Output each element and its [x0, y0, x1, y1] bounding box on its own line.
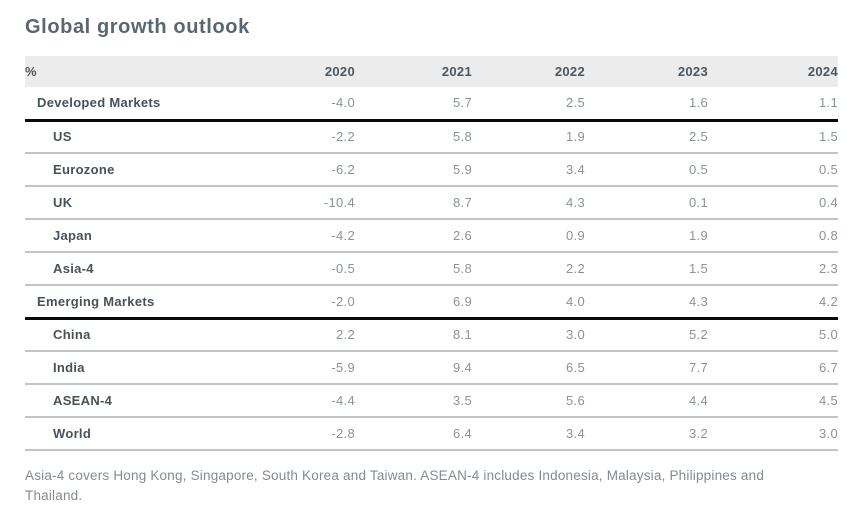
year-header-2021: 2021 — [441, 64, 472, 79]
table-row: Japan -4.2 2.6 0.9 1.9 0.8 — [25, 219, 838, 253]
table-row: China 2.2 8.1 3.0 5.2 5.0 — [25, 318, 838, 352]
value-cell: 4.5 — [708, 384, 838, 418]
table-body: Developed Markets -4.0 5.7 2.5 1.6 1.1 US -2… — [25, 87, 838, 451]
value-cell: 4.0 — [472, 285, 585, 320]
table-row: Emerging Markets -2.0 6.9 4.0 4.3 4.2 — [25, 285, 838, 320]
value-cell: 1.9 — [472, 120, 585, 154]
value-cell: 8.1 — [355, 318, 472, 352]
value-cell: 5.8 — [355, 120, 472, 154]
page-title: Global growth outlook — [25, 16, 250, 38]
value-cell: 0.8 — [708, 219, 838, 253]
report-figure: Global growth outlook % 2020 2021 2022 2… — [25, 16, 838, 504]
value-cell: 1.6 — [585, 87, 708, 122]
value-cell: 2.6 — [355, 219, 472, 253]
row-label: ASEAN-4 — [25, 384, 255, 418]
value-cell: -2.8 — [255, 417, 355, 451]
value-cell: 0.9 — [472, 219, 585, 253]
value-cell: -2.0 — [255, 285, 355, 320]
value-cell: 1.1 — [708, 87, 838, 122]
value-cell: 0.5 — [708, 153, 838, 187]
value-cell: 3.0 — [472, 318, 585, 352]
value-cell: -10.4 — [255, 186, 355, 220]
row-label: China — [25, 318, 255, 352]
value-cell: 0.5 — [585, 153, 708, 187]
year-header-2020: 2020 — [324, 64, 355, 79]
row-label: India — [25, 351, 255, 385]
row-label: Developed Markets — [25, 87, 255, 122]
value-cell: 3.4 — [472, 417, 585, 451]
value-cell: 3.4 — [472, 153, 585, 187]
value-cell: 5.6 — [472, 384, 585, 418]
year-header-2024: 2024 — [807, 64, 838, 79]
value-cell: 5.8 — [355, 252, 472, 286]
row-label: US — [25, 120, 255, 154]
value-cell: 0.4 — [708, 186, 838, 220]
value-cell: 6.4 — [355, 417, 472, 451]
table-row: Asia-4 -0.5 5.8 2.2 1.5 2.3 — [25, 252, 838, 286]
table-row: ASEAN-4 -4.4 3.5 5.6 4.4 4.5 — [25, 384, 838, 418]
value-cell: 6.9 — [355, 285, 472, 320]
value-cell: 9.4 — [355, 351, 472, 385]
value-cell: -4.2 — [255, 219, 355, 253]
value-cell: 4.2 — [708, 285, 838, 320]
value-cell: -0.5 — [255, 252, 355, 286]
value-cell: -6.2 — [255, 153, 355, 187]
row-label: Emerging Markets — [25, 285, 255, 320]
year-header-2022: 2022 — [554, 64, 585, 79]
table-row: US -2.2 5.8 1.9 2.5 1.5 — [25, 120, 838, 154]
row-label: UK — [25, 186, 255, 220]
row-label: World — [25, 417, 255, 451]
value-cell: 4.3 — [472, 186, 585, 220]
value-cell: 3.0 — [708, 417, 838, 451]
value-cell: 6.5 — [472, 351, 585, 385]
value-cell: 8.7 — [355, 186, 472, 220]
value-cell: 0.1 — [585, 186, 708, 220]
value-cell: 2.5 — [585, 120, 708, 154]
row-label: Asia-4 — [25, 252, 255, 286]
growth-outlook-table: % 2020 2021 2022 2023 2024 Developed Mar… — [25, 56, 838, 451]
value-cell: 5.0 — [708, 318, 838, 352]
row-label: Eurozone — [25, 153, 255, 187]
value-cell: 4.4 — [585, 384, 708, 418]
value-cell: 2.2 — [255, 318, 355, 352]
value-cell: 1.9 — [585, 219, 708, 253]
value-cell: 2.2 — [472, 252, 585, 286]
value-cell: -4.0 — [255, 87, 355, 122]
value-cell: 3.5 — [355, 384, 472, 418]
value-cell: 2.3 — [708, 252, 838, 286]
value-cell: 2.5 — [472, 87, 585, 122]
value-cell: -4.4 — [255, 384, 355, 418]
footnote: Asia-4 covers Hong Kong, Singapore, Sout… — [25, 468, 765, 504]
value-cell: 1.5 — [585, 252, 708, 286]
year-header-2023: 2023 — [677, 64, 708, 79]
table-row: World -2.8 6.4 3.4 3.2 3.0 — [25, 417, 838, 451]
unit-header-cell: % — [25, 64, 37, 79]
value-cell: 5.7 — [355, 87, 472, 122]
value-cell: 3.2 — [585, 417, 708, 451]
value-cell: 6.7 — [708, 351, 838, 385]
row-label: Japan — [25, 219, 255, 253]
table-row: UK -10.4 8.7 4.3 0.1 0.4 — [25, 186, 838, 220]
value-cell: 4.3 — [585, 285, 708, 320]
value-cell: 1.5 — [708, 120, 838, 154]
value-cell: 5.9 — [355, 153, 472, 187]
value-cell: 5.2 — [585, 318, 708, 352]
table-row: Eurozone -6.2 5.9 3.4 0.5 0.5 — [25, 153, 838, 187]
value-cell: 7.7 — [585, 351, 708, 385]
value-cell: -5.9 — [255, 351, 355, 385]
table-row: Developed Markets -4.0 5.7 2.5 1.6 1.1 — [25, 87, 838, 122]
table-header-row: % 2020 2021 2022 2023 2024 — [25, 56, 838, 87]
table-row: India -5.9 9.4 6.5 7.7 6.7 — [25, 351, 838, 385]
value-cell: -2.2 — [255, 120, 355, 154]
